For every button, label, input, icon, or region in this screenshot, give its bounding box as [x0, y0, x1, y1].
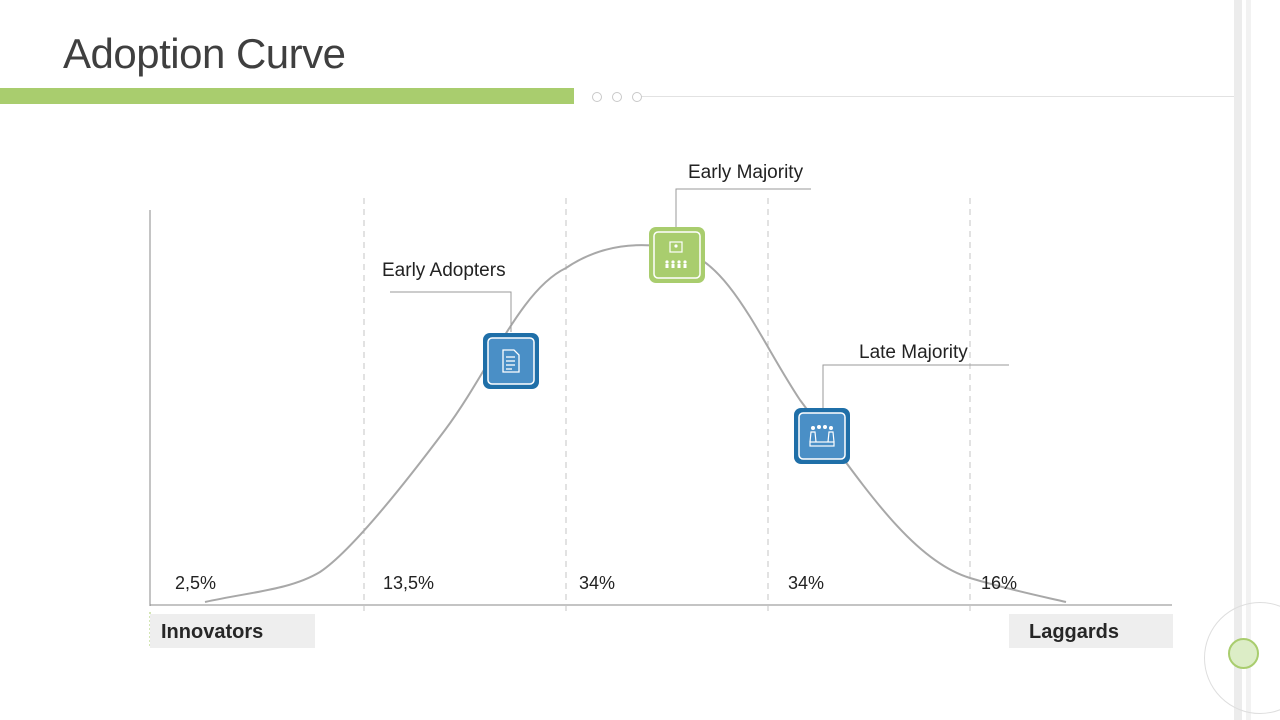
early-majority-label: Early Majority	[688, 162, 804, 183]
right-rail-inner	[1246, 0, 1251, 720]
page-title: Adoption Curve	[63, 30, 346, 77]
decorative-ring-dot	[1228, 638, 1259, 669]
early-adopters-leader	[390, 291, 512, 332]
header-divider	[640, 96, 1240, 97]
percent-laggards: 16%	[981, 573, 1017, 593]
percent-late-majority: 34%	[788, 573, 824, 593]
percent-early-majority: 34%	[579, 573, 615, 593]
late-majority-label: Late Majority	[859, 342, 968, 363]
late-majority-leader	[822, 364, 1009, 408]
document-icon	[502, 349, 520, 373]
early-adopters-label: Early Adopters	[382, 260, 506, 281]
title-accent-bar	[0, 88, 574, 104]
team-meeting-icon	[809, 425, 835, 447]
percent-early-adopters: 13,5%	[383, 573, 434, 593]
laggards-label: Laggards	[1009, 614, 1173, 648]
late-majority-icon-tile	[794, 408, 850, 464]
header-dot-3	[632, 92, 642, 102]
header-dot-2	[612, 92, 622, 102]
adoption-bell-curve	[204, 244, 1067, 603]
right-rail	[1234, 0, 1242, 720]
header-dot-1	[592, 92, 602, 102]
early-adopters-icon-tile	[483, 333, 539, 389]
early-majority-icon-tile	[649, 227, 705, 283]
innovators-label: Innovators	[150, 614, 315, 648]
early-majority-leader	[675, 188, 811, 228]
percent-innovators: 2,5%	[175, 573, 216, 593]
presentation-audience-icon	[665, 241, 687, 268]
